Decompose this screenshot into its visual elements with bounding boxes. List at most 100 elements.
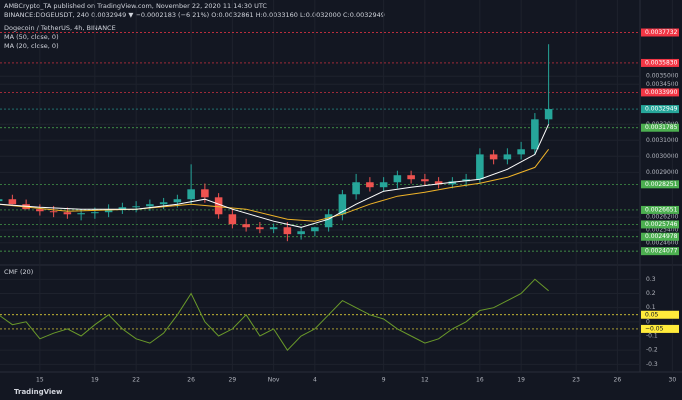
- x-tick-label: 23: [572, 377, 580, 384]
- candle-body: [476, 154, 484, 180]
- candle-body: [146, 204, 154, 207]
- y-tick-label: -0.1: [646, 333, 658, 340]
- x-tick-label: 26: [614, 377, 622, 384]
- ma20-legend: MA (20, close, 0): [4, 42, 59, 50]
- candle-body: [0, 199, 3, 202]
- level-badge: [641, 88, 679, 97]
- candle-body: [352, 182, 360, 195]
- level-badge: [641, 247, 679, 256]
- line-series: [0, 148, 549, 222]
- x-tick-label: 15: [36, 377, 44, 384]
- candle-body: [366, 182, 374, 188]
- level-badge: [641, 58, 679, 67]
- x-tick-label: 30: [669, 377, 677, 384]
- y-tick-label: 0.0024600: [646, 239, 679, 246]
- candle-body: [228, 214, 237, 225]
- candle-body: [297, 231, 305, 235]
- x-tick-label: Nov: [268, 377, 280, 384]
- x-tick-label: 26: [187, 377, 195, 384]
- x-tick-label: 4: [313, 377, 317, 384]
- line-series: [0, 278, 549, 352]
- level-label: 0.0025746: [645, 221, 678, 228]
- candle-body: [283, 227, 292, 235]
- candle-body: [531, 119, 539, 150]
- y-tick-label: 0.0034500: [646, 81, 679, 88]
- level-badge: [641, 324, 679, 333]
- footer-logo: TradingView: [14, 388, 63, 396]
- candle-body: [338, 194, 347, 215]
- candle-body: [434, 181, 443, 185]
- line-series: [0, 124, 550, 228]
- y-tick-label: 0.1: [646, 304, 656, 311]
- y-tick-label: 0.0035000: [646, 73, 679, 80]
- level-label: 0.0035830: [645, 59, 678, 66]
- candle-body: [407, 175, 415, 180]
- y-tick-label: 0.2: [646, 290, 656, 297]
- level-label: 0.0031785: [645, 124, 678, 131]
- candle-body: [324, 214, 333, 228]
- candle-body: [77, 213, 85, 215]
- level-label: 0.0028251: [645, 181, 678, 188]
- candle-body: [91, 212, 99, 214]
- y-tick-label: 0.3: [646, 276, 656, 283]
- candle-body: [544, 109, 553, 120]
- x-tick-label: 16: [476, 377, 484, 384]
- candle-body: [49, 211, 58, 213]
- y-tick-label: 0.0031000: [646, 137, 679, 144]
- candle-body: [503, 154, 512, 160]
- x-tick-label: 9: [382, 377, 386, 384]
- symbol-legend: Dogecoin / TetherUS, 4h, BINANCE: [4, 24, 116, 32]
- cmf-legend: CMF (20): [4, 268, 33, 276]
- level-label: −0.05: [645, 325, 664, 332]
- candle-body: [242, 224, 250, 228]
- level-label: 0.0032949: [645, 106, 678, 113]
- level-badge: [641, 105, 679, 114]
- level-badge: [641, 220, 679, 229]
- candle-body: [311, 227, 319, 232]
- x-tick-label: 29: [229, 377, 237, 384]
- candle-body: [132, 206, 140, 208]
- level-label: 0.05: [645, 311, 659, 318]
- level-label: 0.0024077: [645, 248, 678, 255]
- level-badge: [641, 232, 679, 241]
- candle-body: [393, 175, 402, 183]
- level-label: 0.0026651: [645, 206, 678, 213]
- candle-body: [517, 149, 525, 155]
- x-tick-label: 19: [517, 377, 525, 384]
- x-tick-label: 22: [132, 377, 140, 384]
- candle-body: [269, 227, 278, 230]
- y-tick-label: 0.0030000: [646, 153, 679, 160]
- level-label: 0.0033990: [645, 89, 678, 96]
- symbol-info: BINANCE:DOGEUSDT, 240 0.0032949 ▼ −0.000…: [4, 11, 385, 19]
- candle-body: [36, 209, 44, 212]
- level-badge: [641, 310, 679, 319]
- y-tick-label: -0.3: [646, 361, 658, 368]
- candle-body: [256, 227, 264, 230]
- level-badge: [641, 28, 679, 37]
- level-badge: [641, 180, 679, 189]
- x-tick-label: 12: [421, 377, 429, 384]
- candle-body: [118, 207, 127, 210]
- candle-body: [104, 209, 113, 213]
- candle-body: [448, 181, 457, 185]
- level-label: 0.0037732: [645, 29, 678, 36]
- y-tick-label: -0.2: [646, 347, 658, 354]
- candle-body: [187, 189, 195, 200]
- y-tick-label: 0.0029000: [646, 169, 679, 176]
- level-label: 0.0024978: [645, 233, 678, 240]
- candle-body: [421, 179, 429, 182]
- level-badge: [641, 205, 679, 214]
- candle-body: [214, 197, 223, 215]
- level-badge: [641, 123, 679, 132]
- ma50-legend: MA (50, close, 0): [4, 33, 59, 41]
- candle-body: [201, 189, 209, 198]
- x-tick-label: 19: [91, 377, 99, 384]
- candle-body: [159, 202, 168, 205]
- candle-body: [63, 212, 72, 215]
- y-tick-label: 0.0026200: [646, 214, 679, 221]
- candle-body: [379, 182, 388, 188]
- y-tick-label: 0.0025400: [646, 226, 679, 233]
- candle-body: [8, 199, 17, 205]
- y-tick-label: 0: [646, 318, 650, 325]
